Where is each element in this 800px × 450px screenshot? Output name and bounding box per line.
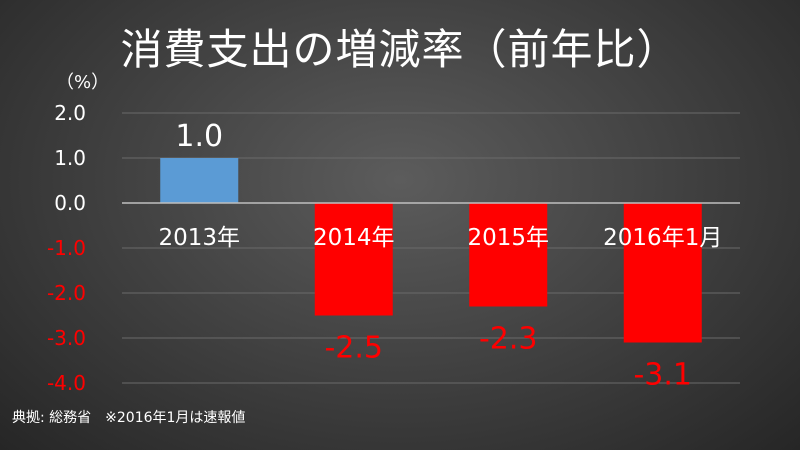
bar [160,158,239,203]
category-label: 2015年 [467,225,549,251]
chart-title: 消費支出の増減率（前年比） [120,25,680,74]
y-tick-label: -4.0 [47,371,86,395]
bar [623,203,702,343]
source-note: 典拠: 総務省 ※2016年1月は速報値 [12,410,246,426]
category-label: 2013年 [158,225,240,251]
y-tick-label: 1.0 [54,146,86,170]
data-label: -2.3 [479,322,538,357]
data-label: -2.5 [324,331,383,366]
y-tick-label: 2.0 [54,101,86,125]
category-label: 2014年 [313,225,395,251]
y-tick-label: -2.0 [47,281,86,305]
y-tick-label: -1.0 [47,236,86,260]
bar [469,203,548,307]
bar [314,203,393,316]
data-label: -3.1 [633,358,692,393]
y-tick-label: 0.0 [54,191,86,215]
y-tick-label: -3.0 [47,326,86,350]
category-label: 2016年1月 [603,225,722,251]
data-label: 1.0 [175,119,223,154]
y-axis-unit-label: （%） [56,72,110,93]
